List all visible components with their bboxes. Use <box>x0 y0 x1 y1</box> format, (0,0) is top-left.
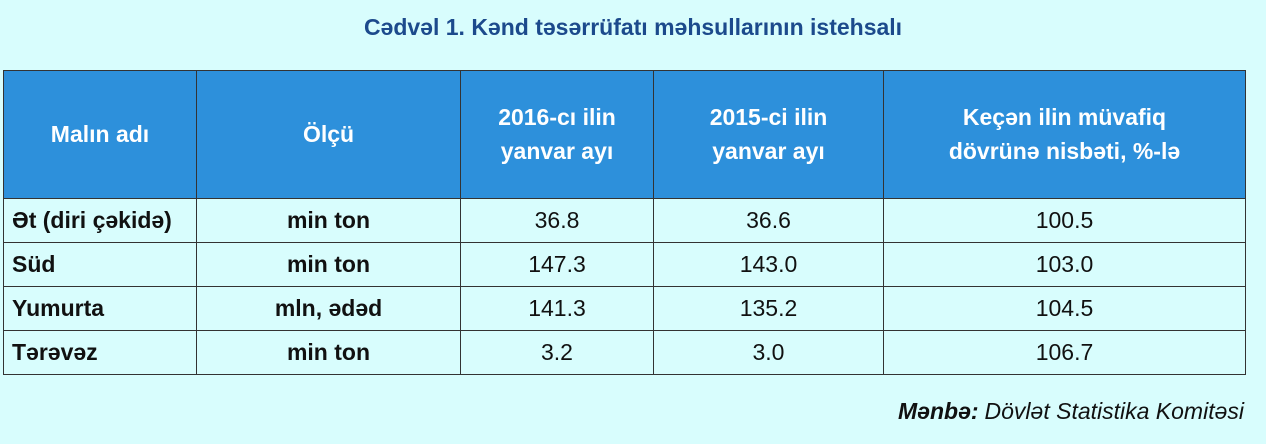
header-line: Malın adı <box>50 120 150 147</box>
table-cell: min ton <box>196 242 461 287</box>
header-line: 2016-cı ilin <box>498 104 616 131</box>
table-cell: 147.3 <box>460 242 654 287</box>
table-cell: min ton <box>196 198 461 243</box>
table-cell: 3.0 <box>653 330 884 375</box>
column-header: 2015-ci ilin yanvar ayı <box>653 70 884 199</box>
table-cell: mln, ədəd <box>196 286 461 331</box>
table-cell: 135.2 <box>653 286 884 331</box>
table-cell: 106.7 <box>883 330 1246 375</box>
table-cell: 100.5 <box>883 198 1246 243</box>
table-cell: 141.3 <box>460 286 654 331</box>
header-line: yanvar ayı <box>712 137 825 164</box>
table-row: Süd min ton 147.3 143.0 103.0 <box>3 242 1246 287</box>
table-cell: Yumurta <box>3 286 197 331</box>
header-line: Ölçü <box>302 120 355 147</box>
column-header: Malın adı <box>3 70 197 199</box>
header-row: Malın adı Ölçü 2016-cı ilin yanvar ayı 2015-… <box>3 70 1246 199</box>
header-line: dövrünə nisbəti, %-lə <box>948 137 1181 164</box>
table-cell: Süd <box>3 242 197 287</box>
table-title: Cədvəl 1. Kənd təsərrüfatı məhsullarının… <box>363 14 903 40</box>
table-cell: 104.5 <box>883 286 1246 331</box>
column-header: Keçən ilin müvafiq dövrünə nisbəti, %-lə <box>883 70 1246 199</box>
table-cell: min ton <box>196 330 461 375</box>
table-row: Yumurta mln, ədəd 141.3 135.2 104.5 <box>3 286 1246 331</box>
table-cell: Ət (diri çəkidə) <box>3 198 197 243</box>
data-table: Malın adı Ölçü 2016-cı ilin yanvar ayı 2015-… <box>3 70 1246 375</box>
table-body: Ət (diri çəkidə) min ton 36.8 36.6 100.5 Süd m… <box>3 198 1246 375</box>
header-line: 2015-ci ilin <box>709 104 828 131</box>
table-cell: Tərəvəz <box>3 330 197 375</box>
header-line: yanvar ayı <box>500 137 614 164</box>
header-line: Keçən ilin müvafiq <box>962 104 1167 131</box>
table-row: Ət (diri çəkidə) min ton 36.8 36.6 100.5 <box>3 198 1246 243</box>
table-cell: 103.0 <box>883 242 1246 287</box>
table-row: Tərəvəz min ton 3.2 3.0 106.7 <box>3 330 1246 375</box>
column-header: Ölçü <box>196 70 461 199</box>
source-label: Mənbə: <box>898 398 979 424</box>
table-cell: 3.2 <box>460 330 654 375</box>
table-cell: 36.6 <box>653 198 884 243</box>
source-note: Mənbə: Dövlət Statistika Komitəsi <box>898 398 1244 425</box>
table-cell: 143.0 <box>653 242 884 287</box>
column-header: 2016-cı ilin yanvar ayı <box>460 70 654 199</box>
table-cell: 36.8 <box>460 198 654 243</box>
source-text: Dövlət Statistika Komitəsi <box>984 398 1244 424</box>
